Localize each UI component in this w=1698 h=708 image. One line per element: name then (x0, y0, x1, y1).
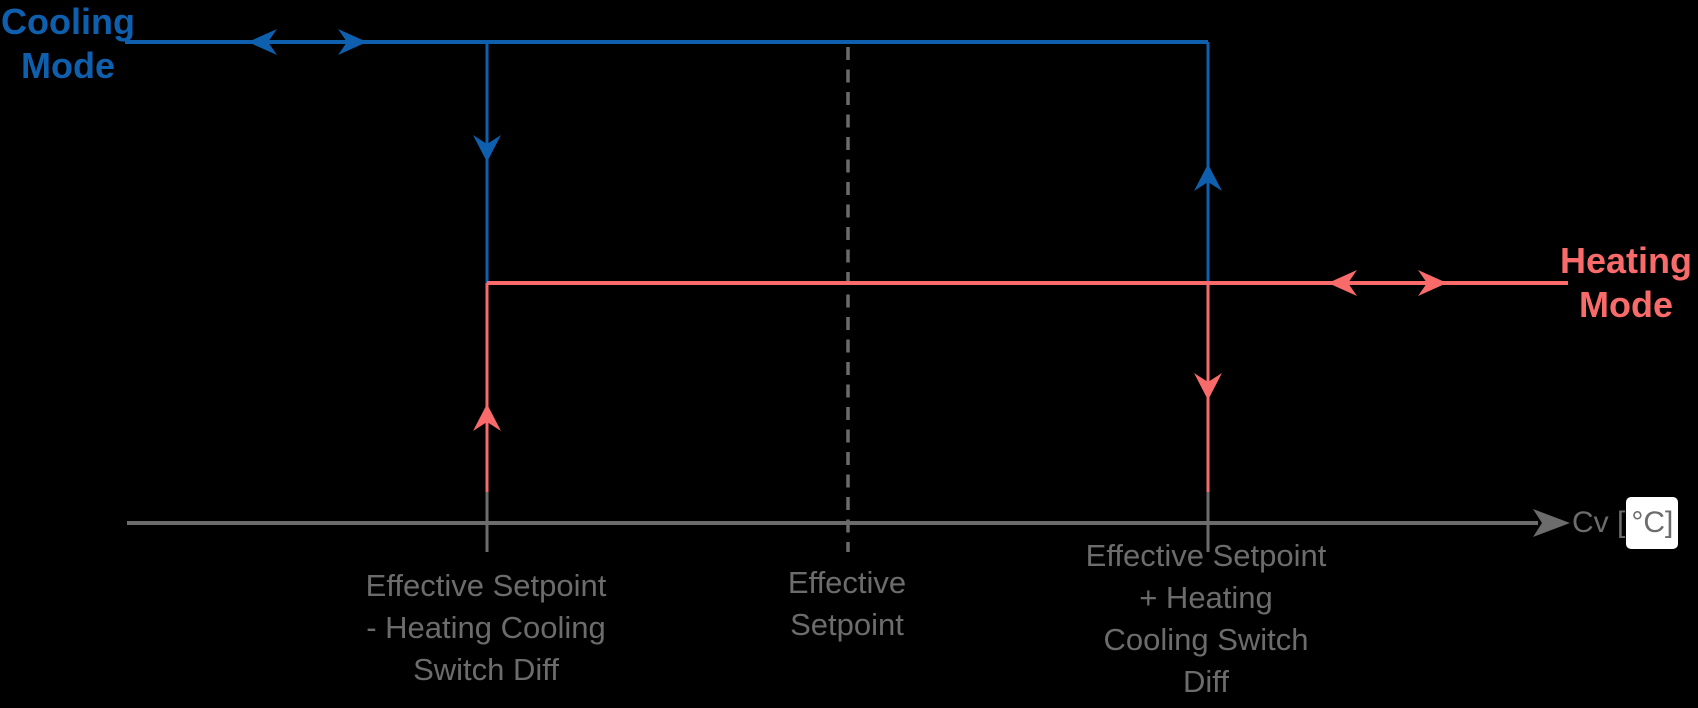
heating-down-arrow-icon (1194, 373, 1222, 400)
tick-label-line: Switch Diff (413, 652, 559, 687)
tick-label-line: Effective Setpoint (365, 568, 607, 603)
tick-label-line: - Heating Cooling (366, 610, 606, 645)
tick-label-effective-setpoint: Effective Setpoint (788, 562, 906, 646)
cooling-line-arrow-left-icon (248, 29, 277, 55)
cooling-mode-title-line2: Mode (21, 45, 115, 86)
cooling-down-arrow-icon (473, 135, 501, 162)
tick-label-line: + Heating (1139, 580, 1273, 615)
tick-label-line: Cooling Switch (1103, 622, 1309, 657)
x-axis-unit-boxed: °C] (1626, 497, 1679, 549)
tick-label-line: Diff (1183, 664, 1229, 699)
tick-label-line: Effective Setpoint (1085, 538, 1327, 573)
x-axis-unit-label: Cv [°C] (1572, 497, 1679, 549)
tick-label-line: Setpoint (790, 607, 904, 642)
x-axis-arrow-icon (1533, 509, 1570, 537)
tick-label-line: Effective (787, 565, 907, 600)
heating-line-arrow-right-icon (1418, 270, 1447, 296)
tick-label-setpoint-plus-diff: Effective Setpoint + Heating Cooling Swi… (1086, 535, 1327, 703)
x-axis-unit-prefix: Cv [ (1572, 506, 1626, 539)
heating-mode-title: Heating Mode (1560, 239, 1692, 327)
tick-label-setpoint-minus-diff: Effective Setpoint - Heating Cooling Swi… (366, 565, 607, 691)
cooling-line-arrow-right-icon (338, 29, 367, 55)
cooling-mode-title: Cooling Mode (1, 0, 135, 88)
heating-line-arrow-left-icon (1328, 270, 1357, 296)
heating-up-arrow-icon (473, 404, 501, 431)
cooling-up-arrow-icon (1194, 164, 1222, 191)
heating-mode-title-line2: Mode (1578, 284, 1673, 325)
heating-mode-title-line1: Heating (1559, 240, 1693, 281)
cooling-mode-title-line1: Cooling (1, 1, 135, 42)
